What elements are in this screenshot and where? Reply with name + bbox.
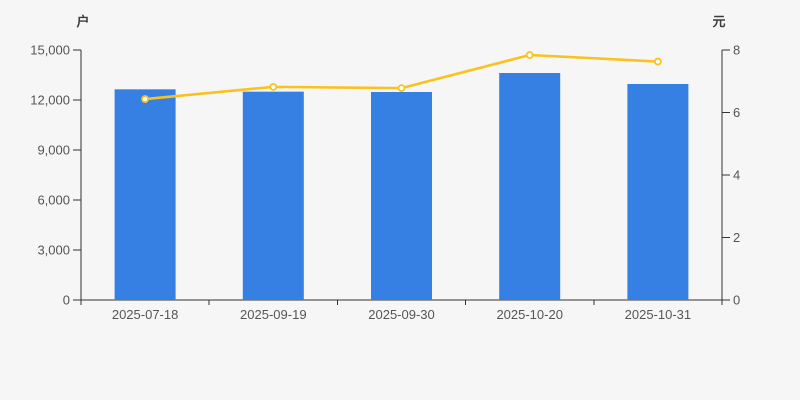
- line-point[interactable]: [654, 57, 662, 66]
- x-axis-label: 2025-07-18: [112, 307, 179, 322]
- right-axis-tick-label: 0: [733, 293, 740, 308]
- right-axis-tick-label: 8: [733, 43, 740, 58]
- left-axis-title: 户: [76, 14, 90, 29]
- bar[interactable]: [242, 91, 304, 301]
- left-axis-tick-label: 0: [63, 293, 70, 308]
- bar[interactable]: [627, 84, 689, 300]
- bar[interactable]: [499, 73, 561, 300]
- line-point[interactable]: [269, 82, 278, 91]
- x-axis-label: 2025-09-19: [240, 307, 307, 322]
- bar[interactable]: [114, 89, 176, 300]
- x-axis-label: 2025-10-31: [625, 307, 692, 322]
- left-axis-tick-label: 6,000: [37, 193, 70, 208]
- line-point[interactable]: [141, 95, 150, 103]
- bar[interactable]: [371, 92, 432, 300]
- left-axis-tick-label: 12,000: [30, 93, 70, 108]
- right-axis-tick-label: 6: [733, 105, 740, 120]
- left-axis-tick-label: 15,000: [30, 43, 70, 58]
- line-point[interactable]: [397, 84, 406, 93]
- x-axis-label: 2025-09-30: [368, 307, 435, 322]
- x-axis-label: 2025-10-20: [496, 307, 563, 322]
- right-axis-tick-label: 4: [733, 168, 740, 183]
- left-axis-tick-label: 9,000: [37, 143, 70, 158]
- line-point[interactable]: [525, 51, 534, 59]
- right-axis-title: 元: [712, 14, 726, 29]
- left-axis-tick-label: 3,000: [37, 243, 70, 258]
- right-axis-tick-label: 2: [733, 230, 740, 245]
